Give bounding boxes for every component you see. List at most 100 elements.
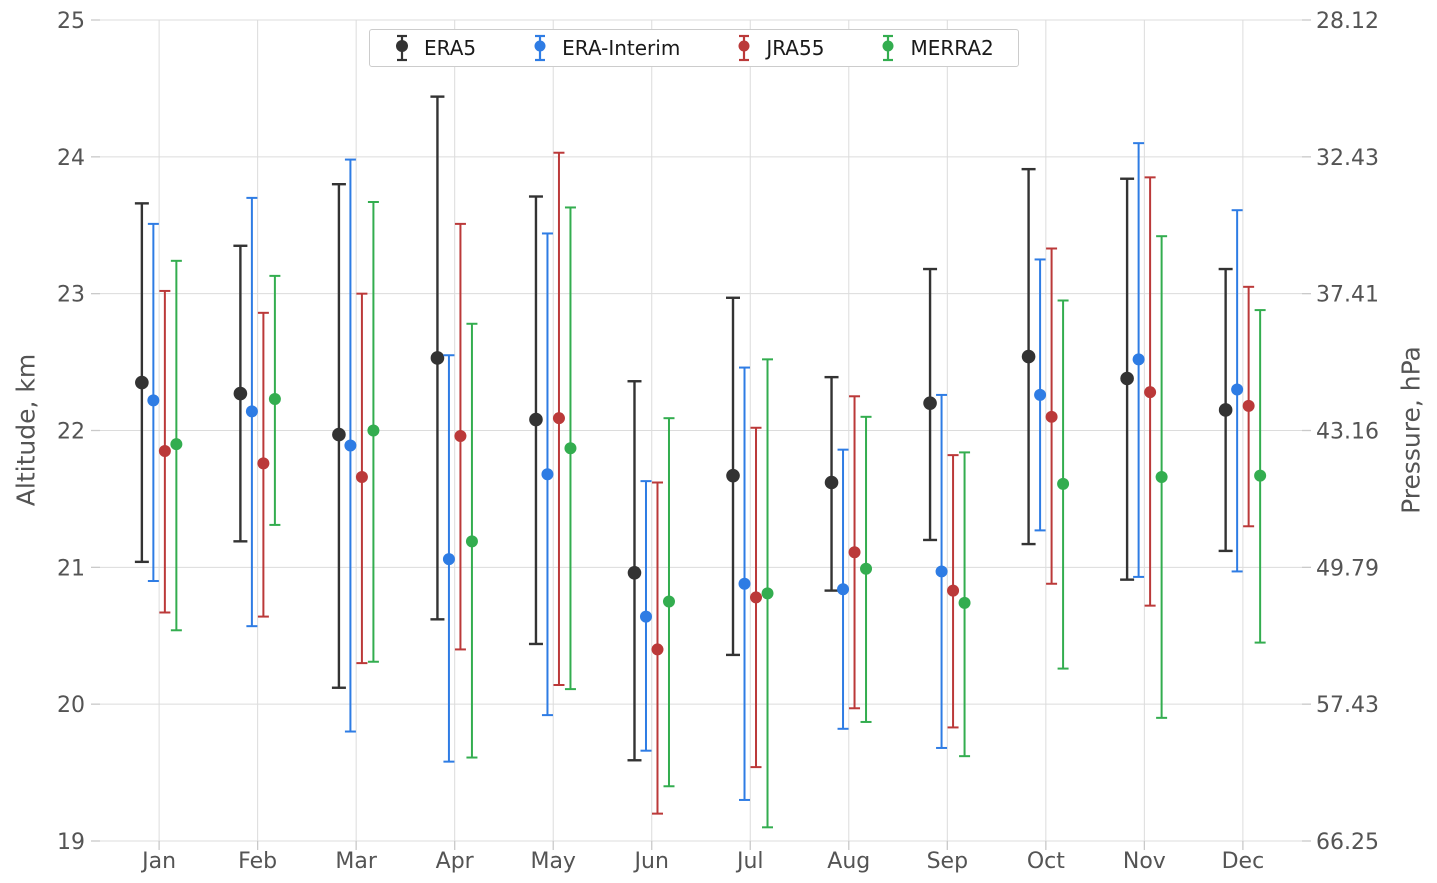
legend-label: ERA5	[424, 36, 477, 60]
right-tick-label: 57.43	[1316, 693, 1379, 718]
series-era5	[134, 95, 1233, 762]
errorbar-point	[726, 296, 741, 657]
data-marker	[268, 393, 281, 406]
errorbar-point	[1254, 309, 1267, 644]
data-marker	[158, 445, 171, 458]
errorbar-point	[465, 322, 478, 759]
right-tick-label: 49.79	[1316, 556, 1379, 581]
errorbar-marker-icon	[396, 34, 408, 62]
left-tick-label: 23	[57, 283, 85, 308]
left-tick-label: 25	[57, 9, 85, 34]
data-marker	[367, 424, 380, 437]
errorbar-point	[837, 448, 850, 730]
data-marker	[824, 475, 839, 490]
errorbar-point	[1057, 299, 1070, 670]
data-marker	[430, 351, 445, 365]
data-marker	[627, 566, 642, 580]
data-marker	[170, 438, 183, 451]
data-marker	[1242, 399, 1255, 412]
legend-item-jra55: JRA55	[736, 33, 824, 63]
errorbar-point	[344, 158, 357, 733]
x-tick-label: May	[530, 849, 575, 874]
left-tick-label: 21	[57, 556, 85, 581]
legend-item-era-interim: ERA-Interim	[532, 33, 680, 63]
errorbar-point	[1155, 235, 1168, 719]
x-tick-label: Mar	[335, 849, 377, 874]
data-marker	[1120, 371, 1134, 386]
data-marker	[1218, 403, 1233, 417]
errorbar-point	[1218, 267, 1233, 553]
left-tick-label: 20	[57, 693, 85, 718]
x-tick-label: Dec	[1222, 849, 1265, 874]
x-tick-label: Sep	[927, 849, 968, 874]
data-marker	[1144, 386, 1157, 399]
data-marker	[541, 468, 554, 481]
series-jra55	[158, 151, 1255, 815]
errorbar-point	[860, 415, 873, 723]
errorbar-point	[750, 426, 763, 769]
errorbar-point	[331, 182, 346, 689]
errorbar-point	[958, 451, 971, 758]
errorbar-point	[848, 395, 861, 710]
data-marker	[442, 553, 455, 566]
errorbar-point	[935, 393, 948, 749]
data-marker	[564, 442, 577, 455]
errorbar-marker-icon	[738, 34, 750, 62]
errorbar-point	[268, 274, 281, 526]
data-marker	[245, 405, 258, 418]
errorbar-point	[639, 480, 652, 752]
data-marker	[1021, 349, 1036, 364]
left-tick-label: 22	[57, 420, 85, 445]
data-marker	[761, 587, 774, 600]
x-tick-label: Jul	[735, 849, 764, 874]
data-marker	[651, 643, 664, 656]
data-marker	[1231, 383, 1244, 396]
legend-item-era5: ERA5	[394, 33, 476, 63]
gridlines	[100, 19, 1302, 842]
series-merra2	[170, 200, 1267, 829]
legend-label: ERA-Interim	[562, 36, 681, 60]
right-tick-label: 43.16	[1316, 420, 1379, 445]
errorbar-point	[158, 289, 171, 614]
errorbar-point	[454, 222, 467, 651]
errorbar-point	[552, 151, 565, 687]
data-marker	[465, 535, 478, 548]
data-marker	[552, 412, 565, 425]
errorbar-marker-icon	[534, 34, 546, 62]
data-marker	[1155, 471, 1168, 484]
data-marker	[923, 396, 937, 410]
data-marker	[947, 584, 960, 597]
data-marker	[355, 471, 368, 484]
data-marker	[1034, 388, 1047, 401]
legend: ERA5 ERA-Interim JRA55 MERRA2	[369, 29, 1019, 67]
y-axis-title-right: Pressure, hPa	[1396, 346, 1426, 514]
axes: 25 28.12 24 32.43 23 37.41 22 43.16 21 49.79 20 57.…	[57, 9, 1379, 874]
data-marker	[750, 591, 763, 604]
errorbar-point	[824, 375, 839, 592]
data-marker	[837, 583, 850, 596]
x-tick-label: Nov	[1123, 849, 1166, 874]
data-marker	[860, 562, 873, 575]
errorbar-point	[1132, 142, 1145, 578]
data-marker	[726, 468, 740, 483]
left-tick-label: 19	[57, 830, 85, 855]
errorbar-point	[367, 200, 380, 663]
y-axis-title-left: Altitude, km	[11, 353, 41, 507]
errorbar-point	[233, 244, 248, 543]
x-tick-label: Oct	[1027, 849, 1065, 874]
data-marker	[233, 386, 248, 401]
data-marker	[662, 595, 675, 608]
data-marker	[257, 457, 270, 470]
errorbar-point	[1021, 167, 1036, 546]
errorbar-point	[651, 481, 664, 815]
errorbar-point	[442, 354, 455, 763]
right-tick-label: 28.12	[1316, 9, 1379, 34]
errorbar-point	[528, 195, 543, 646]
errorbar-point	[430, 95, 445, 621]
errorbar-point	[1242, 285, 1255, 528]
legend-label: MERRA2	[910, 36, 994, 60]
errorbar-point	[1045, 247, 1058, 585]
legend-label: JRA55	[766, 36, 825, 60]
errorbar-marker-icon	[882, 34, 894, 62]
errorbar-point	[627, 380, 642, 762]
